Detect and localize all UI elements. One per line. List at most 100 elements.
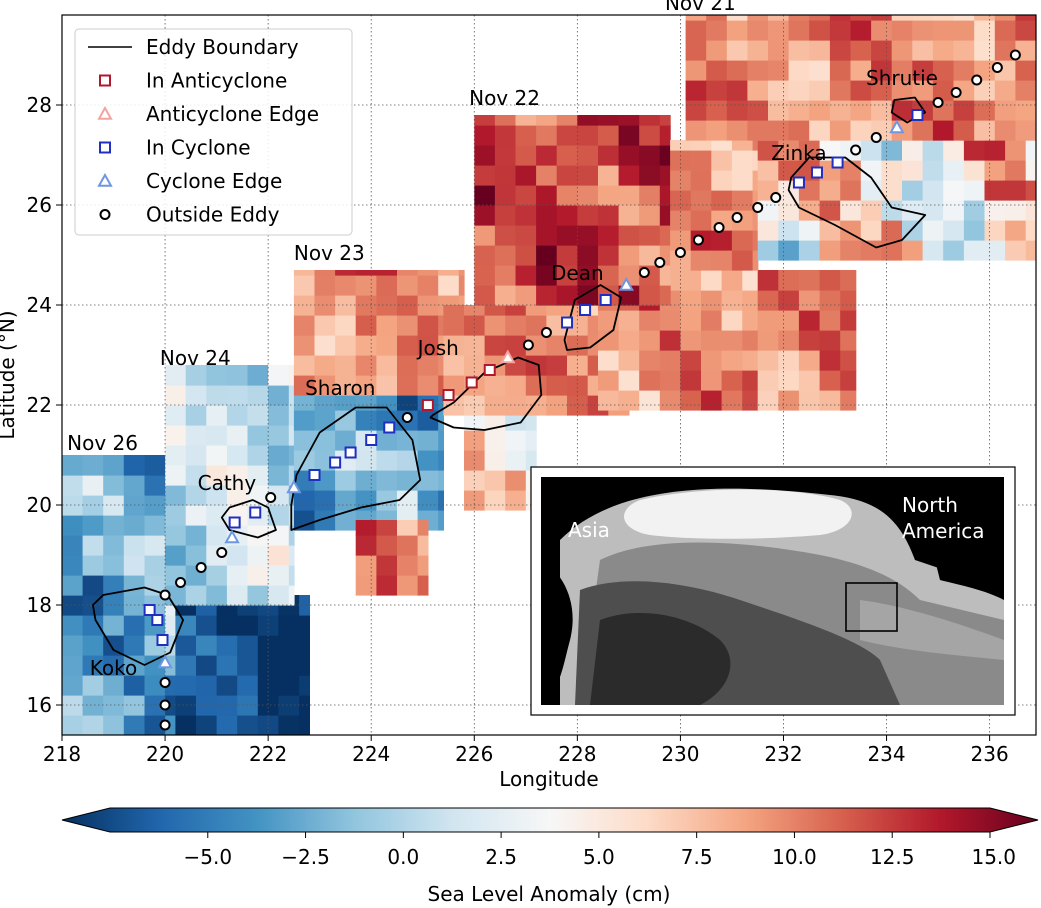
sla-cell <box>860 140 882 161</box>
sla-cell <box>515 265 537 286</box>
sla-cell <box>659 265 671 286</box>
sla-cell <box>165 485 187 506</box>
sla-cell <box>62 615 84 636</box>
sla-cell <box>376 275 398 296</box>
sla-cell <box>922 180 944 201</box>
sla-cell <box>494 165 517 186</box>
sla-cell <box>1025 180 1036 201</box>
sla-cell <box>618 225 640 246</box>
sla-cell <box>123 655 145 676</box>
sla-cell <box>881 140 903 161</box>
sla-cell <box>757 220 779 241</box>
sla-cell <box>237 615 259 636</box>
sla-cell <box>196 715 218 735</box>
sla-cell <box>438 395 444 411</box>
sla-cell <box>747 120 769 141</box>
colorbar-tick-label: 0.0 <box>387 845 419 869</box>
sla-cell <box>726 40 748 61</box>
sla-cell <box>1005 160 1027 181</box>
sla-cell <box>185 425 207 446</box>
sla-cell <box>902 240 924 261</box>
sla-cell <box>974 20 996 41</box>
inset-asia-land <box>541 560 573 705</box>
sla-cell <box>397 295 419 316</box>
sla-cell <box>62 715 84 735</box>
sla-cell <box>268 385 290 406</box>
sla-cell <box>819 140 841 161</box>
sla-cell <box>701 350 723 371</box>
track-point-anticyclone <box>442 389 455 401</box>
sla-cell <box>639 145 661 166</box>
y-tick-label: 18 <box>27 593 52 617</box>
sla-cell <box>376 375 398 396</box>
sla-cell <box>598 370 620 391</box>
sla-cell <box>731 150 754 171</box>
sla-cell <box>474 245 496 266</box>
sla-cell <box>62 495 84 516</box>
sla-cell <box>417 490 439 511</box>
sla-cell <box>1025 200 1036 221</box>
sea-level-anomaly-heatmap <box>62 15 1036 735</box>
eddy-boundary-sharon <box>290 406 422 531</box>
sla-cell <box>484 490 506 511</box>
sla-cell <box>484 375 506 396</box>
sla-cell <box>922 160 944 181</box>
sla-cell <box>494 205 517 226</box>
sla-cell <box>881 160 903 181</box>
sla-cell <box>567 305 589 316</box>
sla-cell <box>82 635 104 656</box>
sla-cell <box>871 20 893 41</box>
sla-cell <box>123 455 145 476</box>
sla-cell <box>598 225 620 246</box>
sla-cell <box>994 20 1016 41</box>
sla-cell <box>891 60 913 81</box>
sla-cell <box>438 510 444 531</box>
sla-cell <box>82 455 104 476</box>
sla-cell <box>299 635 310 656</box>
sla-cell <box>871 60 893 81</box>
sla-cell <box>556 185 578 206</box>
sla-cell <box>247 445 269 466</box>
sla-cell <box>711 250 733 271</box>
sla-cell <box>494 185 517 206</box>
sla-cell <box>798 140 821 161</box>
sla-cell <box>293 510 316 531</box>
track-point-cyclone-edge <box>157 654 173 669</box>
sla-cell <box>397 375 419 396</box>
sla-cell <box>123 475 145 496</box>
x-tick-label: 222 <box>249 742 287 766</box>
sla-cell <box>778 270 800 291</box>
sla-cell <box>257 695 279 716</box>
sla-cell <box>196 655 218 676</box>
track-point-cyclone <box>911 109 924 121</box>
sla-cell <box>464 305 486 316</box>
track-point-outside <box>175 577 187 588</box>
sla-cell <box>226 385 249 406</box>
sla-cell <box>1015 20 1036 41</box>
sla-cell <box>1025 160 1036 181</box>
sla-cell <box>567 335 589 356</box>
sla-cell <box>556 115 578 126</box>
sla-cell <box>417 555 429 576</box>
sla-cell <box>515 115 537 126</box>
sla-cell <box>1005 180 1027 201</box>
sla-cell <box>840 200 862 221</box>
sla-cell <box>546 355 568 376</box>
sla-cell <box>711 190 733 211</box>
track-point-outside <box>770 192 782 203</box>
sla-cell <box>546 375 568 396</box>
track-point-outside <box>731 212 743 223</box>
sla-cell <box>226 405 249 426</box>
sla-cell <box>293 355 316 376</box>
sla-cell <box>335 430 357 451</box>
eddy-labels: Koko Cathy Sharon Josh Dean Zinka Shrutie <box>90 66 938 680</box>
sla-cell <box>397 490 419 511</box>
sla-cell <box>726 20 748 41</box>
sla-cell <box>752 230 759 251</box>
sla-cell <box>417 450 439 471</box>
sla-cell <box>525 430 537 451</box>
sla-cell <box>278 655 300 676</box>
sla-cell <box>1005 220 1027 241</box>
sla-cell <box>577 185 599 206</box>
sla-cell <box>144 515 166 536</box>
